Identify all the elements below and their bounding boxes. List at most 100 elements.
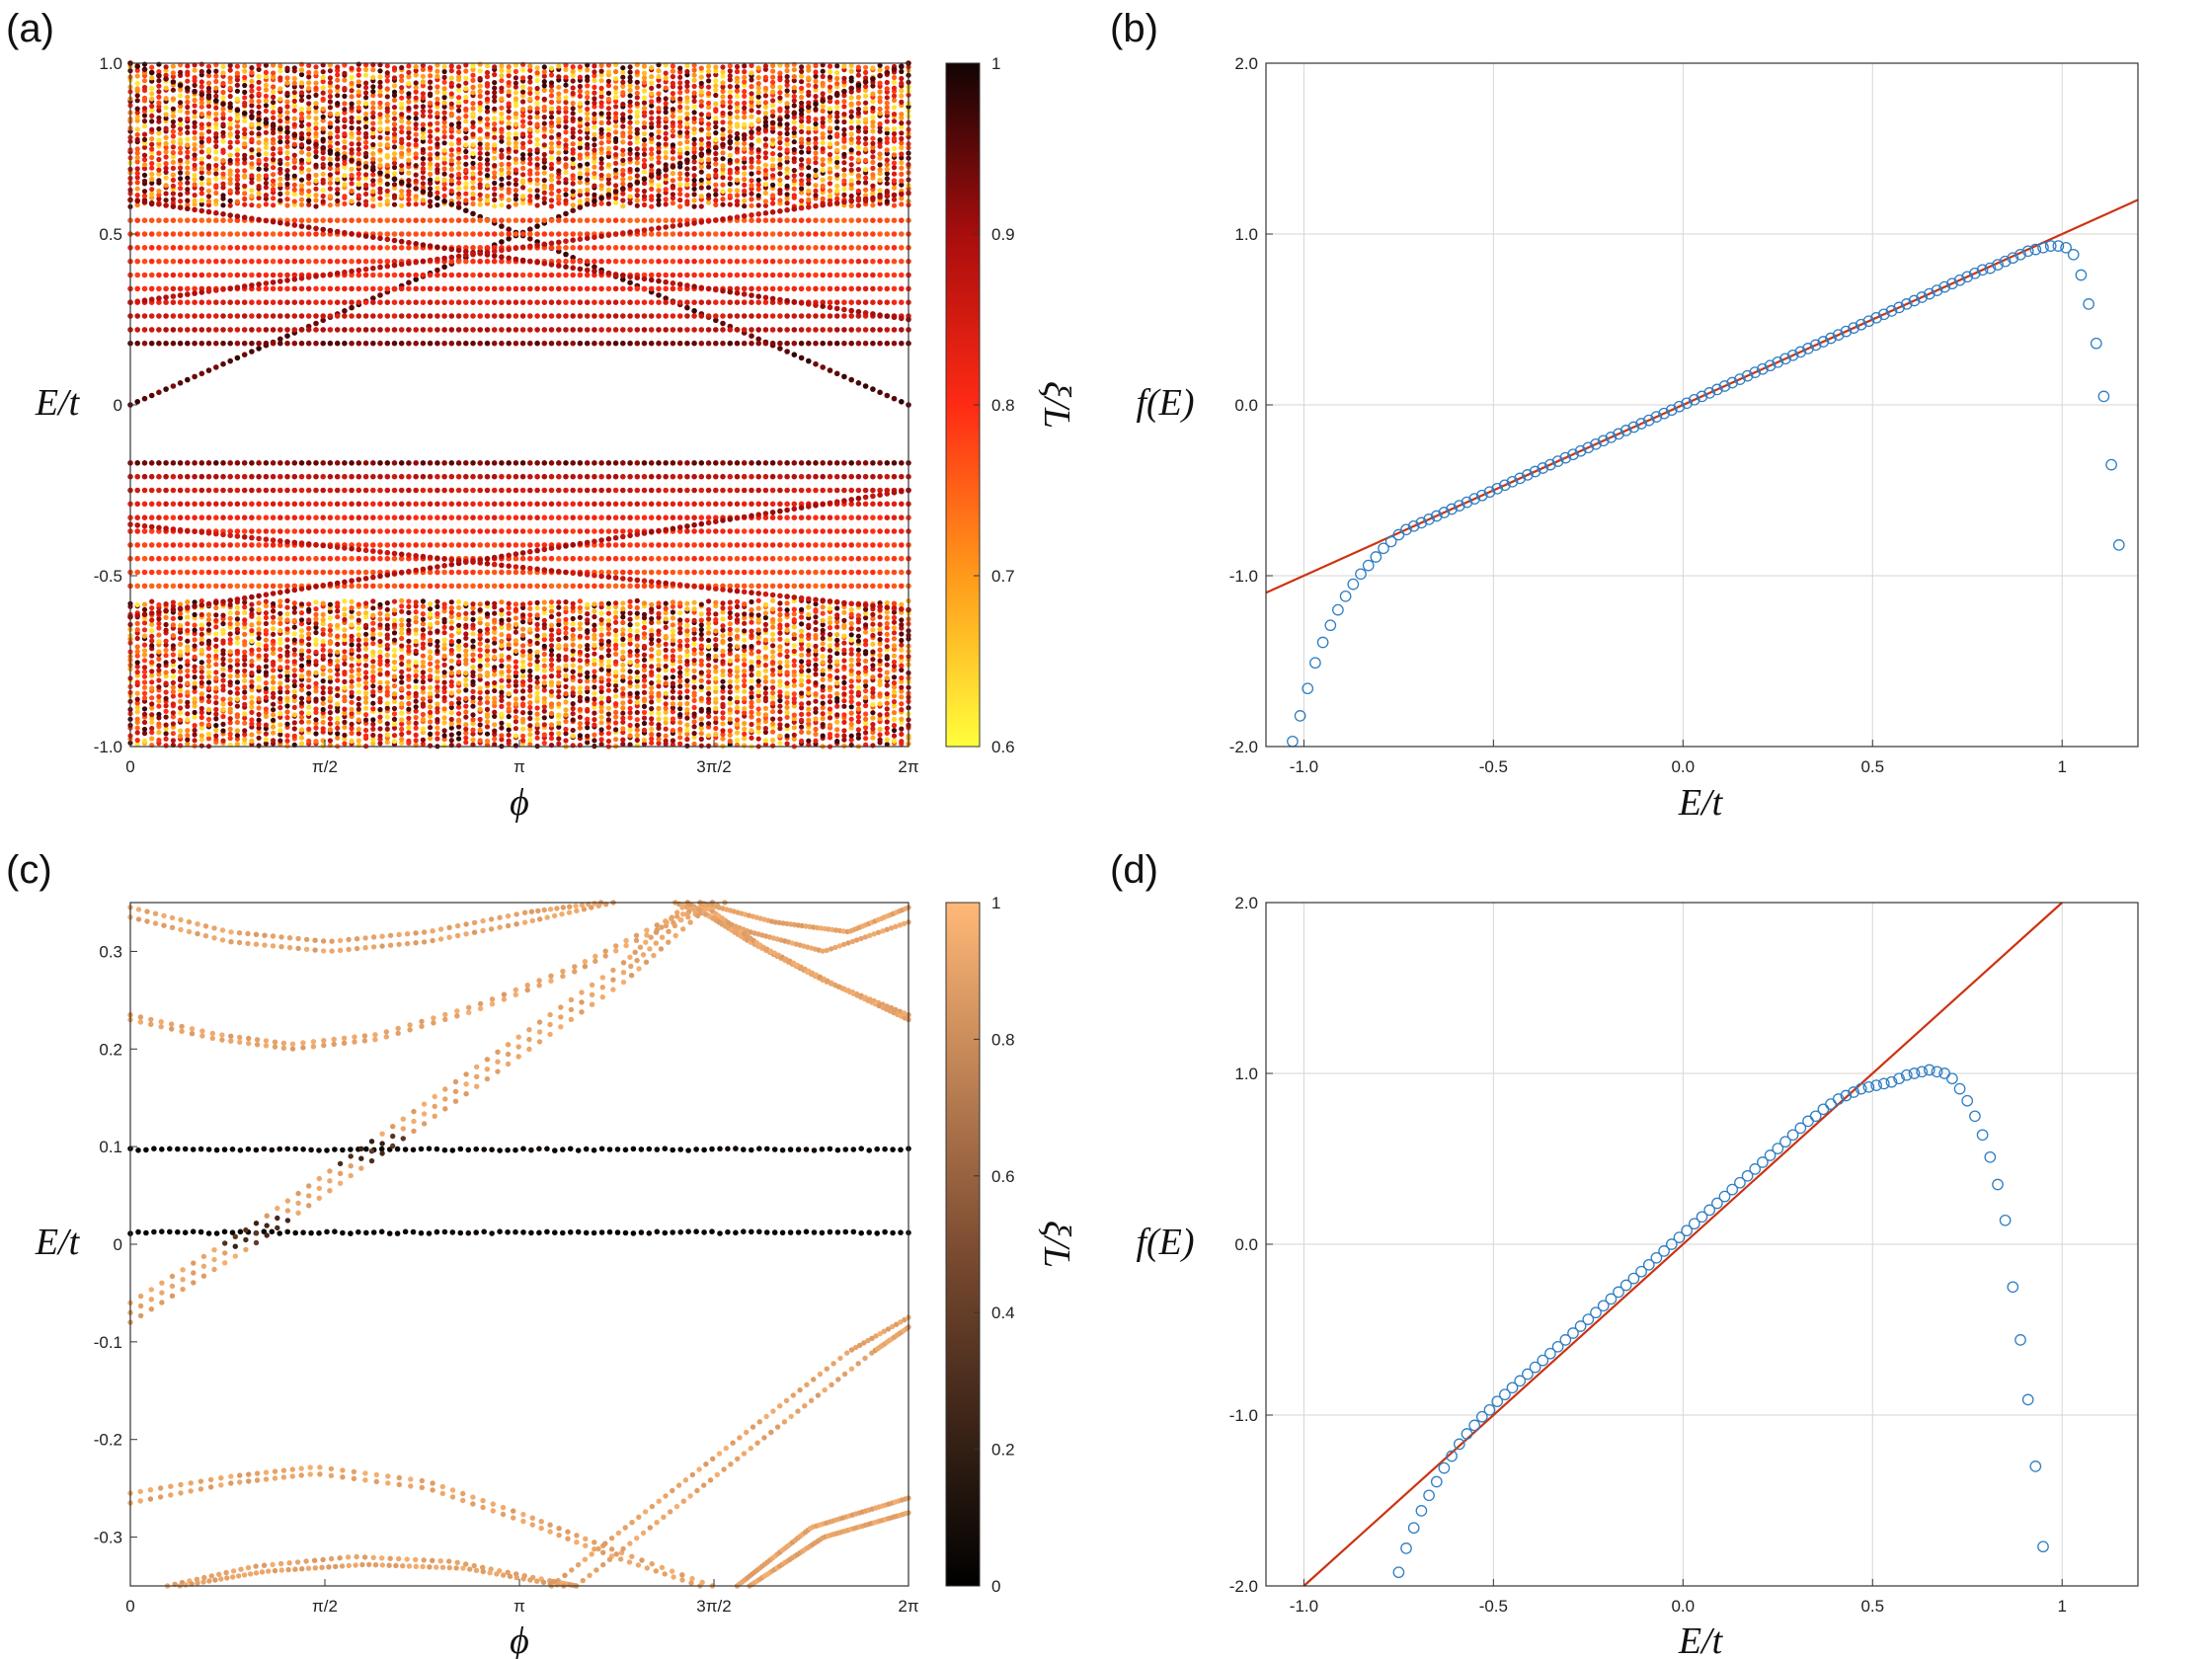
- upper-continuum-point: [484, 90, 491, 96]
- upper-continuum-point: [556, 131, 562, 137]
- upper-continuum-point: [827, 114, 833, 119]
- upper-continuum-point: [762, 142, 769, 148]
- upper-continuum-point: [234, 186, 240, 192]
- upper-continuum-point: [420, 62, 426, 68]
- upper-continuum-point: [755, 94, 761, 100]
- upper-continuum-point: [734, 84, 741, 90]
- upper-continuum-point: [185, 198, 191, 203]
- upper-continuum-point: [327, 105, 333, 111]
- lower-continuum-point: [370, 605, 376, 611]
- upper-continuum-point: [134, 159, 140, 165]
- upper-continuum-point: [884, 151, 890, 157]
- upper-continuum-point: [406, 80, 412, 87]
- upper-continuum-point: [877, 95, 883, 101]
- upper-continuum-point: [670, 63, 676, 69]
- lower-continuum-point: [205, 707, 212, 713]
- upper-continuum-point: [791, 146, 797, 153]
- lower-continuum-point: [313, 606, 319, 612]
- upper-continuum-point: [734, 146, 741, 152]
- lower-continuum-point: [156, 693, 162, 700]
- lower-continuum-point: [363, 695, 369, 701]
- upper-continuum-point: [605, 115, 612, 120]
- upper-continuum-point: [634, 109, 640, 115]
- lower-continuum-point: [513, 696, 519, 702]
- upper-continuum-point: [870, 144, 876, 150]
- lower-continuum-point: [242, 631, 248, 638]
- lower-continuum-point: [534, 653, 540, 660]
- upper-continuum-point: [384, 135, 390, 141]
- upper-continuum-point: [734, 130, 741, 136]
- lower-continuum-point: [441, 662, 447, 669]
- lower-continuum-point: [492, 665, 498, 671]
- lower-continuum-point: [263, 643, 269, 649]
- upper-continuum-point: [163, 183, 169, 189]
- upper-continuum-point: [541, 199, 547, 205]
- upper-continuum-point: [291, 75, 297, 82]
- lower-continuum-point: [605, 639, 612, 645]
- upper-continuum-point: [649, 74, 655, 80]
- upper-continuum-point: [677, 176, 683, 182]
- lower-continuum-point: [320, 642, 326, 648]
- lower-continuum-point: [335, 672, 341, 677]
- lower-continuum-point: [399, 717, 405, 723]
- upper-continuum-point: [256, 66, 262, 72]
- upper-continuum-point: [663, 75, 669, 81]
- lower-continuum-point: [149, 730, 155, 736]
- upper-continuum-point: [306, 193, 312, 198]
- upper-continuum-point: [406, 119, 412, 125]
- upper-continuum-point: [277, 176, 283, 182]
- lower-continuum-point: [541, 679, 547, 685]
- lower-continuum-point: [413, 738, 419, 744]
- upper-continuum-point: [613, 145, 619, 151]
- upper-continuum-point: [863, 87, 869, 94]
- upper-continuum-point: [499, 67, 505, 74]
- lower-continuum-point: [598, 700, 604, 706]
- upper-continuum-point: [284, 134, 290, 140]
- upper-continuum-point: [877, 111, 883, 117]
- upper-continuum-point: [677, 147, 683, 153]
- upper-continuum-point: [577, 64, 584, 70]
- upper-continuum-point: [284, 65, 290, 71]
- lower-continuum-point: [399, 710, 405, 716]
- lower-continuum-point: [463, 676, 469, 683]
- upper-continuum-point: [677, 203, 683, 209]
- upper-continuum-point: [170, 74, 176, 80]
- upper-continuum-point: [306, 101, 312, 107]
- upper-continuum-point: [563, 74, 569, 80]
- upper-continuum-point: [698, 117, 704, 122]
- lower-continuum-point: [570, 669, 576, 674]
- upper-continuum-point: [205, 188, 212, 194]
- upper-continuum-point: [284, 168, 290, 174]
- upper-continuum-point: [205, 202, 212, 208]
- upper-continuum-point: [234, 133, 240, 140]
- upper-continuum-point: [499, 161, 505, 168]
- upper-continuum-point: [620, 79, 626, 85]
- upper-continuum-point: [677, 154, 683, 160]
- upper-continuum-point: [156, 89, 162, 95]
- upper-continuum-point: [727, 145, 733, 151]
- upper-continuum-point: [141, 113, 148, 118]
- upper-continuum-point: [713, 167, 719, 174]
- upper-continuum-point: [613, 104, 619, 110]
- lower-continuum-point: [178, 705, 184, 711]
- lower-continuum-point: [256, 729, 262, 735]
- lower-continuum-point: [284, 669, 290, 675]
- lower-continuum-point: [577, 598, 584, 604]
- upper-continuum-point: [298, 130, 305, 136]
- upper-continuum-point: [605, 200, 612, 206]
- upper-continuum-point: [749, 171, 754, 177]
- lower-continuum-point: [249, 694, 255, 700]
- upper-continuum-point: [185, 78, 191, 84]
- upper-continuum-point: [706, 164, 712, 170]
- lower-continuum-point: [556, 701, 562, 707]
- upper-continuum-point: [520, 172, 526, 178]
- upper-continuum-point: [506, 135, 512, 141]
- lower-continuum-point: [441, 637, 447, 643]
- lower-continuum-point: [370, 669, 376, 674]
- upper-continuum-point: [463, 75, 469, 81]
- upper-continuum-point: [877, 67, 883, 73]
- lower-continuum-point: [342, 640, 348, 647]
- lower-continuum-point: [513, 678, 519, 685]
- lower-continuum-point: [277, 620, 283, 627]
- upper-continuum-point: [649, 103, 655, 109]
